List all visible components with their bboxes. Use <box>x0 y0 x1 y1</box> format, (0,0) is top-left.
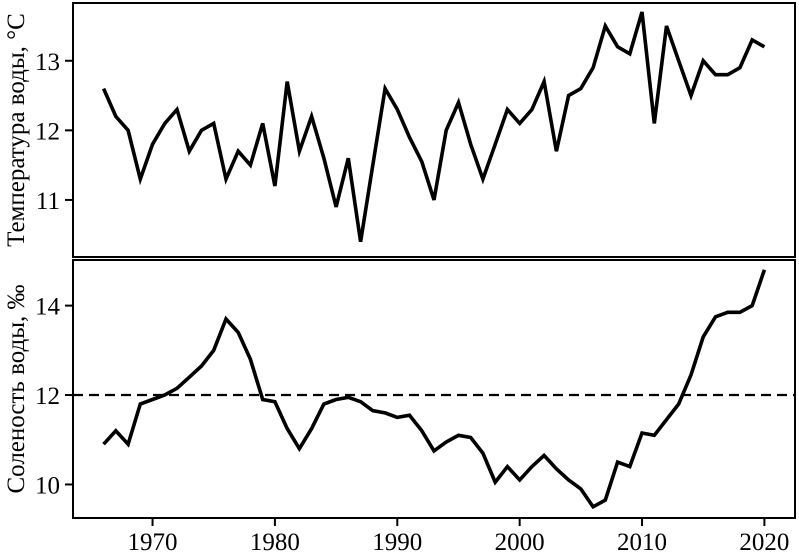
y-tick-label: 12 <box>35 118 60 145</box>
y-tick-label: 11 <box>36 188 60 215</box>
x-tick-label: 1970 <box>128 529 178 556</box>
bottom-panel-border <box>72 259 796 519</box>
salinity-line <box>102 269 767 510</box>
temperature-axis-label: Температура воды, °C <box>3 13 30 247</box>
x-tick-label: 2020 <box>739 529 789 556</box>
x-tick-label: 2000 <box>495 529 545 556</box>
salinity-axis-label: Соленость воды, ‰ <box>3 284 30 494</box>
x-tick-label: 1990 <box>372 529 422 556</box>
y-tick-label: 13 <box>35 49 60 76</box>
y-tick-label: 10 <box>35 472 60 499</box>
y-tick-label: 14 <box>35 294 61 321</box>
y-tick-label: 12 <box>35 383 60 410</box>
x-tick-label: 1980 <box>250 529 300 556</box>
temperature-line <box>101 11 766 242</box>
x-tick-label: 2010 <box>617 529 667 556</box>
